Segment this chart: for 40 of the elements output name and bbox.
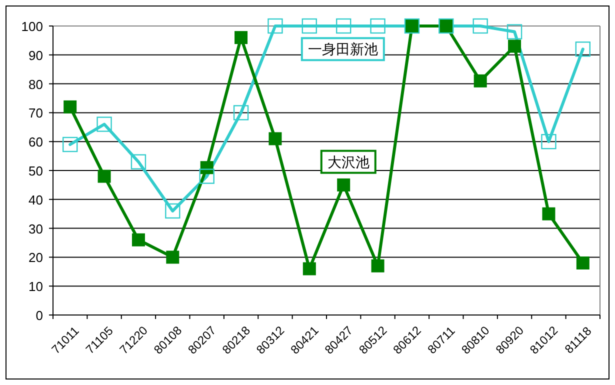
point [370, 18, 386, 34]
point [541, 134, 556, 150]
point [302, 262, 316, 276]
y-tick-label: 60 [28, 134, 43, 150]
series-label: 一身田新池 [308, 41, 378, 58]
y-tick-label: 100 [21, 19, 43, 34]
point [132, 233, 145, 246]
point [96, 116, 112, 132]
point [98, 170, 111, 183]
point [542, 207, 556, 220]
point [576, 256, 590, 270]
point [268, 132, 282, 146]
point [337, 178, 350, 192]
point [506, 24, 522, 40]
y-tick-label: 40 [28, 192, 43, 208]
point [268, 18, 283, 34]
point [199, 168, 214, 184]
point [130, 154, 146, 170]
point [165, 203, 180, 219]
y-tick-label: 50 [28, 164, 43, 178]
point [472, 18, 488, 34]
series-label: 大沢池 [327, 154, 370, 170]
point [508, 40, 522, 53]
y-tick-label: 10 [28, 279, 43, 294]
y-tick-label: 80 [28, 76, 43, 92]
point [166, 250, 180, 264]
point [371, 259, 384, 272]
y-tick-label: 0 [36, 308, 43, 323]
y-tick-label: 70 [28, 106, 43, 121]
point [62, 136, 78, 152]
y-tick-label: 90 [28, 48, 43, 63]
y-tick-label: 20 [28, 250, 43, 266]
point [233, 105, 249, 120]
point [234, 31, 248, 44]
point [64, 100, 77, 114]
point [474, 74, 487, 88]
y-tick-label: 30 [28, 221, 43, 236]
point [336, 18, 352, 34]
point [302, 18, 318, 34]
point [575, 42, 591, 57]
